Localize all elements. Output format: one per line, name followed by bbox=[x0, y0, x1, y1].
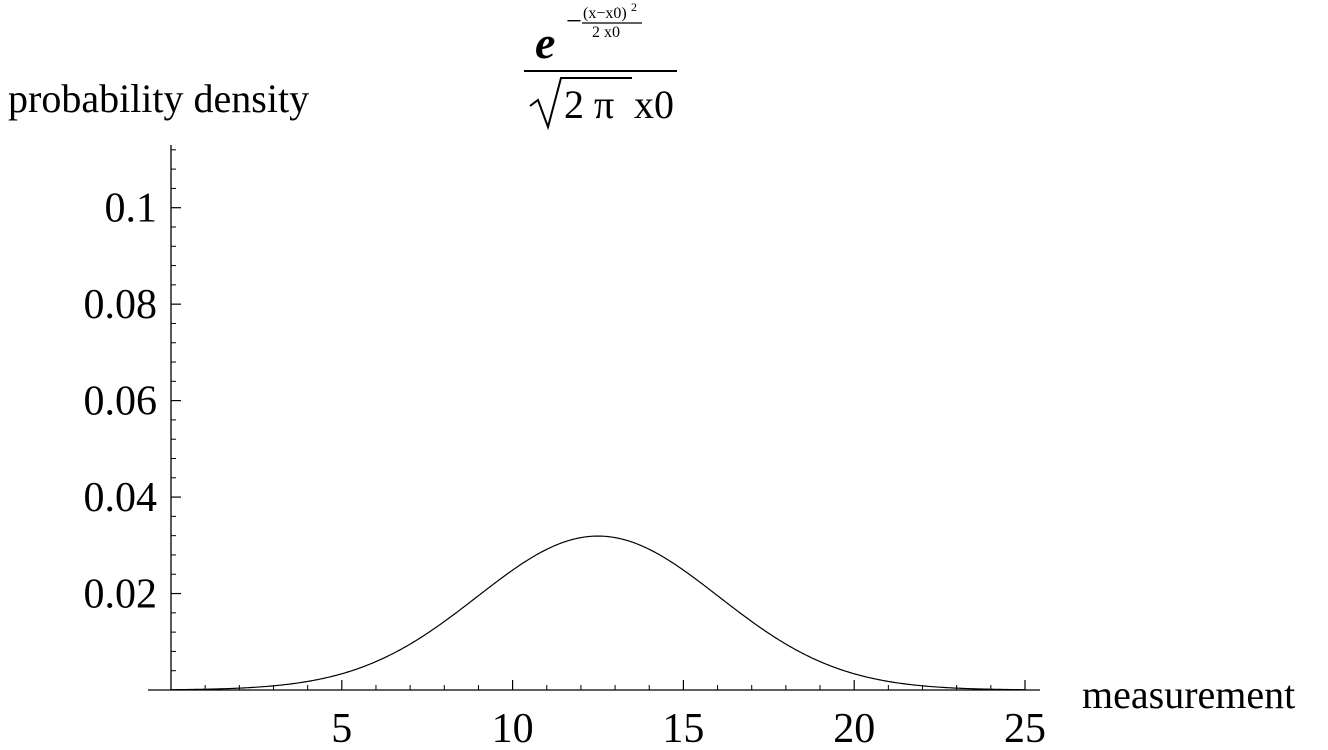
x-tick-label: 25 bbox=[1004, 706, 1046, 750]
x-tick-label: 5 bbox=[331, 706, 352, 750]
density-curve bbox=[170, 535, 1026, 691]
axis-ticks bbox=[171, 149, 1026, 690]
title-exp-sign: − bbox=[566, 6, 582, 37]
x-tick-label: 10 bbox=[492, 706, 534, 750]
x-tick-label: 20 bbox=[833, 706, 875, 750]
title-exp-denominator: 2 x0 bbox=[592, 24, 620, 41]
title-exp-numerator: (x−x0) bbox=[583, 5, 627, 22]
y-axis-label: probability density bbox=[8, 76, 309, 121]
axis-tick-labels: 5 10 15 20 25 0.02 0.04 0.06 0.08 0.1 bbox=[84, 186, 1047, 750]
title-exp-base: e bbox=[535, 17, 555, 68]
title-exp-numerator-power: 2 bbox=[631, 0, 637, 14]
y-tick-label: 0.04 bbox=[84, 475, 158, 521]
title-sqrt-content: 2 π bbox=[564, 82, 614, 127]
x-tick-label: 15 bbox=[662, 706, 704, 750]
chart-title-formula: e − (x−x0) 2 2 x0 2 π x0 bbox=[524, 0, 677, 131]
y-tick-label: 0.08 bbox=[84, 282, 158, 328]
y-tick-label: 0.06 bbox=[84, 379, 158, 425]
y-tick-label: 0.02 bbox=[84, 572, 158, 618]
y-tick-label: 0.1 bbox=[105, 186, 158, 232]
x-axis-label: measurement bbox=[1082, 672, 1295, 717]
title-sqrt-sign bbox=[529, 77, 632, 131]
title-denominator-var: x0 bbox=[634, 82, 674, 127]
